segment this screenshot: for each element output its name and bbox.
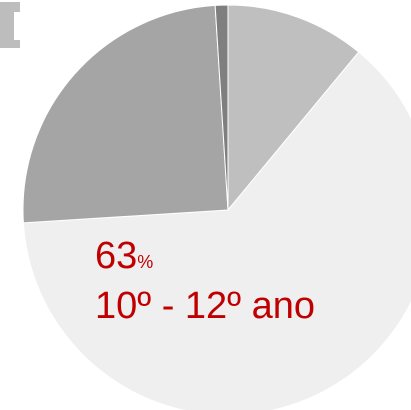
unit: % [137,252,153,272]
pie-slice [227,4,360,212]
cropped-icon [0,2,20,48]
pie-slice [22,4,229,224]
labels: 63% 10º - 12º ano [95,235,315,327]
category-label: 10º - 12º ano [95,285,315,327]
pie-slice [214,4,229,211]
pie [22,4,411,410]
value: 63 [95,235,137,277]
pie-slice [22,51,411,410]
value-label: 63% [95,235,153,277]
